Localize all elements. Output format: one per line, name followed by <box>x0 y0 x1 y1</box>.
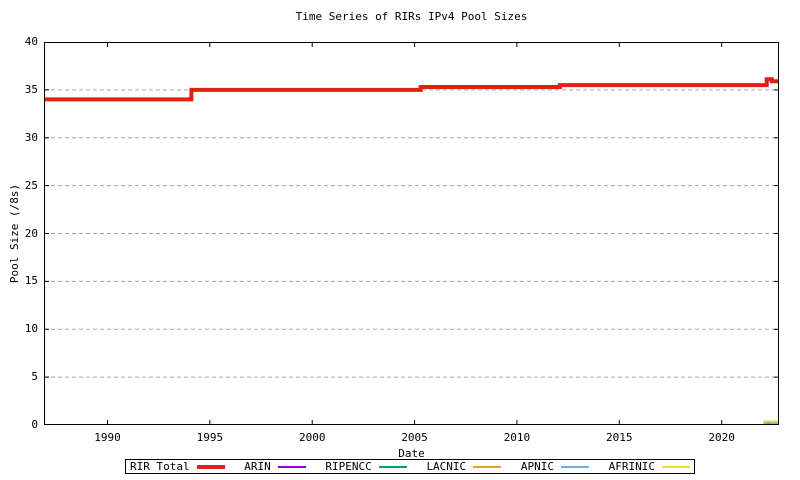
legend-item-apnic: APNIC <box>521 460 589 473</box>
y-tick-label-35: 35 <box>24 82 38 96</box>
chart-title: Time Series of RIRs IPv4 Pool Sizes <box>295 10 528 23</box>
legend-item-arin: ARIN <box>244 460 306 473</box>
legend-item-rir-total: RIR Total <box>130 460 225 473</box>
x-tick-label-2010: 2010 <box>503 431 531 444</box>
legend-box: RIR Total ARIN RIPENCC LACNIC APNIC AFRINIC <box>125 459 695 474</box>
legend-label-lacnic: LACNIC <box>426 460 467 473</box>
x-axis-label: Date <box>398 447 425 460</box>
legend-label-apnic: APNIC <box>520 460 554 473</box>
y-tick-label-15: 15 <box>24 274 38 288</box>
plot-area <box>44 42 779 425</box>
y-tick-label-10: 10 <box>24 322 38 336</box>
y-tick-label-25: 25 <box>24 178 38 192</box>
legend-line-sample-apnic <box>560 465 589 468</box>
x-tick-label-2005: 2005 <box>401 431 428 444</box>
x-tick-label-2000: 2000 <box>298 431 326 444</box>
x-tick-label-2015: 2015 <box>606 431 633 444</box>
legend-label-ripencc: RIPENCC <box>325 460 372 473</box>
legend-label-afrinic: AFRINIC <box>608 460 655 473</box>
y-tick-label-40: 40 <box>24 35 38 48</box>
legend-line-sample-arin <box>277 465 306 468</box>
legend-item-afrinic: AFRINIC <box>609 460 690 473</box>
legend-item-ripencc: RIPENCC <box>325 460 407 473</box>
x-tick-label-1990: 1990 <box>94 431 121 444</box>
legend-label-rir-total: RIR Total <box>130 460 190 473</box>
y-tick-label-5: 5 <box>31 370 38 384</box>
plot-border <box>44 42 779 425</box>
y-tick-label-20: 20 <box>24 226 38 240</box>
y-tick-label-30: 30 <box>24 130 38 144</box>
y-tick-label-0: 0 <box>31 418 38 431</box>
legend-line-sample-rir-total <box>196 464 225 469</box>
legend-line-sample-afrinic <box>661 465 690 468</box>
series-rir-total <box>44 77 779 102</box>
legend-line-sample-lacnic <box>473 465 502 468</box>
y-axis-label: Pool Size (/8s) <box>8 183 21 284</box>
x-tick-label-2020: 2020 <box>708 431 735 444</box>
x-tick-label-1995: 1995 <box>196 431 224 444</box>
legend-label-arin: ARIN <box>244 460 271 473</box>
legend-line-sample-ripencc <box>378 465 407 468</box>
legend-item-lacnic: LACNIC <box>426 460 502 473</box>
